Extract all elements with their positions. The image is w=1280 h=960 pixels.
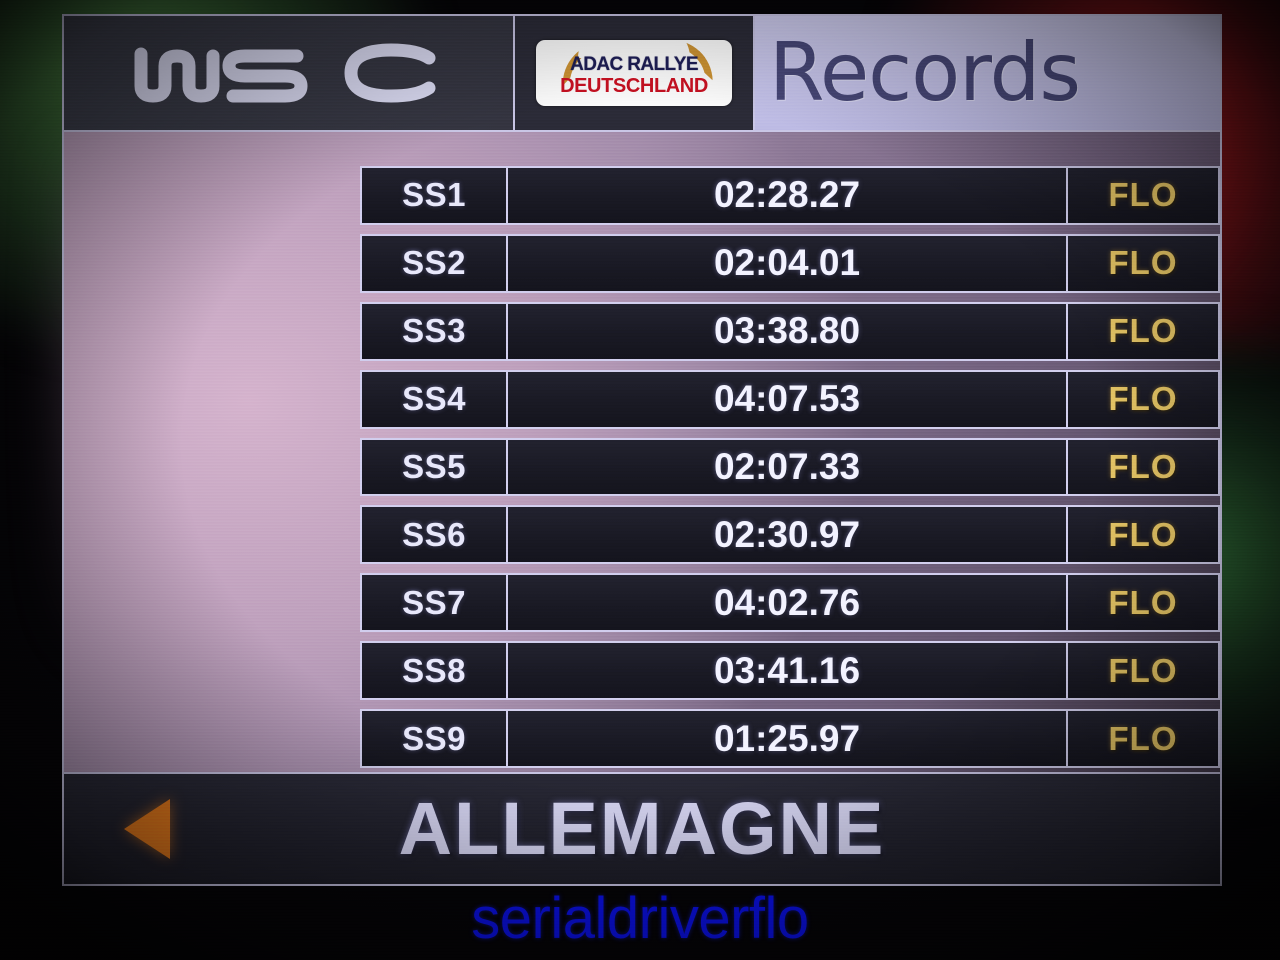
table-row[interactable]: SS7 04:02.76 FLO bbox=[360, 573, 1220, 633]
stage-time: 03:38.80 bbox=[508, 303, 1068, 359]
stage-label: SS4 bbox=[362, 371, 508, 427]
stage-label: SS2 bbox=[362, 235, 508, 291]
badge-line-2: DEUTSCHLAND bbox=[560, 74, 708, 97]
page-title: Records bbox=[769, 26, 1081, 119]
country-name: ALLEMAGNE bbox=[398, 787, 886, 870]
badge-line-1: ADAC RALLYE bbox=[570, 53, 698, 75]
table-row[interactable]: SS9 01:25.97 FLO bbox=[360, 709, 1220, 769]
wrc-logo-icon bbox=[134, 43, 435, 103]
stage-time: 02:30.97 bbox=[508, 507, 1068, 563]
stage-time: 02:04.01 bbox=[508, 235, 1068, 291]
wrc-logo-cell bbox=[64, 16, 515, 130]
table-row[interactable]: SS6 02:30.97 FLO bbox=[360, 505, 1220, 565]
record-holder: FLO bbox=[1108, 176, 1178, 214]
stage-label: SS6 bbox=[362, 507, 508, 563]
record-holder: FLO bbox=[1108, 515, 1178, 553]
table-row[interactable]: SS8 03:41.16 FLO bbox=[360, 641, 1220, 701]
record-holder: FLO bbox=[1108, 583, 1178, 621]
stage-label: SS9 bbox=[362, 711, 508, 767]
tv-screen: ADAC RALLYE DEUTSCHLAND Records SS1 02:28… bbox=[62, 14, 1222, 886]
record-holder: FLO bbox=[1108, 312, 1178, 350]
rally-logo-cell: ADAC RALLYE DEUTSCHLAND bbox=[515, 16, 755, 130]
stage-label: SS7 bbox=[362, 575, 508, 631]
footer-bar: ALLEMAGNE bbox=[64, 772, 1220, 884]
adac-rallye-deutschland-badge: ADAC RALLYE DEUTSCHLAND bbox=[536, 40, 732, 106]
stage-time: 04:02.76 bbox=[508, 575, 1068, 631]
stage-time: 02:28.27 bbox=[508, 168, 1068, 223]
record-holder: FLO bbox=[1108, 380, 1178, 418]
triangle-left-icon[interactable] bbox=[124, 799, 170, 859]
stage-label: SS3 bbox=[362, 303, 508, 359]
stage-time: 02:07.33 bbox=[508, 439, 1068, 495]
stage-label: SS1 bbox=[362, 168, 508, 223]
record-holder: FLO bbox=[1108, 651, 1178, 689]
page-title-panel: Records bbox=[755, 16, 1220, 130]
table-row[interactable]: SS3 03:38.80 FLO bbox=[360, 301, 1220, 361]
table-row[interactable]: SS5 02:07.33 FLO bbox=[360, 437, 1220, 497]
table-row[interactable]: SS2 02:04.01 FLO bbox=[360, 233, 1220, 293]
content-panel: SS1 02:28.27 FLO SS2 02:04.01 FLO SS3 03:38.80 F… bbox=[64, 130, 1220, 774]
record-holder: FLO bbox=[1108, 244, 1178, 282]
record-holder: FLO bbox=[1108, 719, 1178, 757]
table-row[interactable]: SS4 04:07.53 FLO bbox=[360, 369, 1220, 429]
records-table: SS1 02:28.27 FLO SS2 02:04.01 FLO SS3 03:38.80 F… bbox=[360, 166, 1220, 769]
table-row[interactable]: SS1 02:28.27 FLO bbox=[360, 166, 1220, 225]
header-bar: ADAC RALLYE DEUTSCHLAND Records bbox=[64, 16, 1220, 130]
stage-label: SS5 bbox=[362, 439, 508, 495]
watermark: serialdriverflo bbox=[471, 886, 809, 951]
stage-time: 04:07.53 bbox=[508, 371, 1068, 427]
stage-label: SS8 bbox=[362, 643, 508, 699]
record-holder: FLO bbox=[1108, 448, 1178, 485]
stage-time: 03:41.16 bbox=[508, 643, 1068, 699]
stage-time: 01:25.97 bbox=[508, 711, 1068, 767]
